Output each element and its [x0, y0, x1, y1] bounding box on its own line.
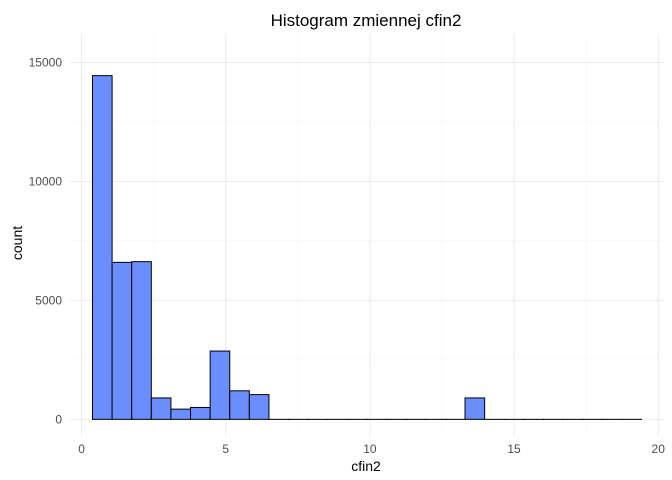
y-axis-ticks: 0 5000 10000 15000	[29, 56, 63, 427]
x-axis-ticks: 0 5 10 15 20	[78, 442, 665, 456]
histogram-bar	[209, 350, 231, 420]
histogram-bar	[190, 406, 211, 420]
x-axis-label: cfin2	[351, 458, 381, 474]
y-tick-label: 0	[55, 412, 62, 426]
grid-lines	[70, 34, 664, 436]
histogram-bar	[111, 261, 133, 420]
x-tick-label: 10	[363, 442, 377, 456]
histogram-bar	[150, 397, 172, 420]
histogram-bar	[464, 397, 486, 420]
chart-title: Histogram zmiennej cfin2	[271, 11, 462, 30]
histogram-bars	[91, 75, 643, 420]
x-tick-label: 5	[222, 442, 229, 456]
x-tick-label: 0	[78, 442, 85, 456]
histogram-bar	[131, 261, 152, 420]
y-tick-label: 10000	[29, 174, 63, 188]
x-tick-label: 15	[507, 442, 521, 456]
y-tick-label: 15000	[29, 56, 63, 70]
y-axis-label: count	[9, 226, 25, 260]
histogram-bar	[91, 75, 113, 420]
histogram-bar	[248, 394, 270, 420]
x-tick-label: 20	[652, 442, 666, 456]
y-tick-label: 5000	[35, 293, 62, 307]
histogram-bar	[170, 408, 192, 420]
histogram-bar	[229, 390, 250, 420]
